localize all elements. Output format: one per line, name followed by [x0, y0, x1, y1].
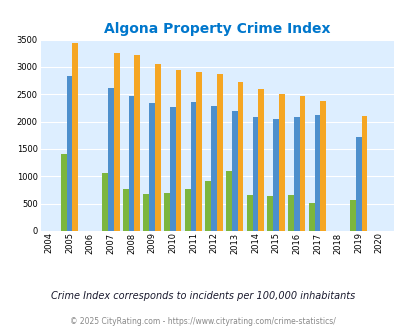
Bar: [175, 70, 181, 231]
Bar: [273, 119, 278, 231]
Bar: [122, 189, 128, 231]
Bar: [205, 181, 211, 231]
Bar: [134, 55, 140, 231]
Bar: [314, 115, 320, 231]
Bar: [237, 82, 243, 231]
Bar: [149, 103, 155, 231]
Bar: [190, 103, 196, 231]
Bar: [258, 89, 263, 231]
Bar: [293, 117, 299, 231]
Bar: [113, 53, 119, 231]
Bar: [169, 107, 175, 231]
Bar: [184, 189, 190, 231]
Bar: [61, 154, 66, 231]
Bar: [108, 88, 113, 231]
Bar: [72, 44, 78, 231]
Bar: [66, 76, 72, 231]
Title: Algona Property Crime Index: Algona Property Crime Index: [104, 22, 330, 36]
Bar: [211, 106, 216, 231]
Bar: [246, 195, 252, 231]
Bar: [349, 200, 355, 231]
Bar: [278, 94, 284, 231]
Bar: [299, 96, 305, 231]
Bar: [143, 194, 149, 231]
Bar: [320, 101, 325, 231]
Text: Crime Index corresponds to incidents per 100,000 inhabitants: Crime Index corresponds to incidents per…: [51, 291, 354, 301]
Bar: [231, 111, 237, 231]
Bar: [361, 115, 367, 231]
Bar: [308, 203, 314, 231]
Text: © 2025 CityRating.com - https://www.cityrating.com/crime-statistics/: © 2025 CityRating.com - https://www.city…: [70, 317, 335, 326]
Bar: [102, 173, 108, 231]
Bar: [164, 193, 169, 231]
Bar: [196, 72, 202, 231]
Bar: [267, 196, 273, 231]
Bar: [128, 96, 134, 231]
Bar: [355, 138, 361, 231]
Bar: [252, 117, 258, 231]
Bar: [216, 74, 222, 231]
Bar: [226, 171, 231, 231]
Bar: [288, 195, 293, 231]
Bar: [155, 64, 160, 231]
